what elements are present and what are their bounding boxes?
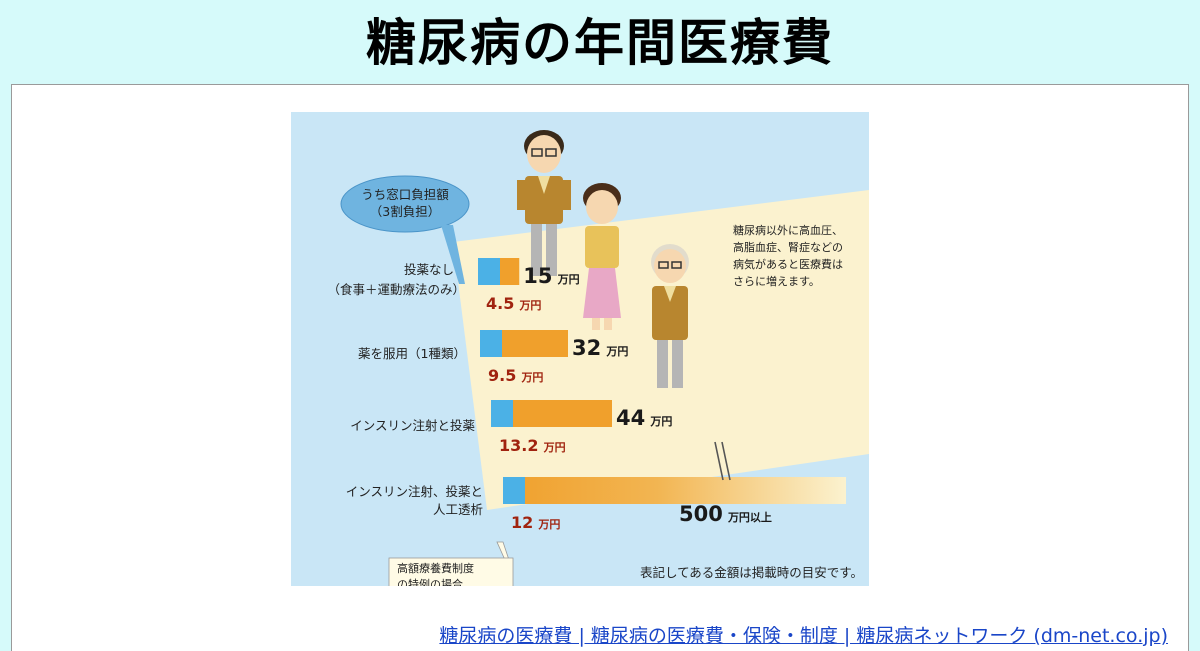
total-bar-4 (503, 477, 846, 504)
special-note-box: 高額療養費制度 の特例の場合 (388, 541, 514, 586)
copay-label-3: 13.2 万円 (499, 436, 566, 455)
side-note-line3: 病気があると医療費は (733, 257, 843, 271)
total-label-1: 15 万円 (523, 264, 579, 288)
legend-callout-line2: （3割負担） (370, 204, 440, 219)
medical-cost-chart: うち窓口負担額 （3割負担） 投薬なし （食事＋運動療法のみ） 薬を服用（1種類… (291, 112, 869, 586)
category-label-3: インスリン注射と投薬 (350, 418, 475, 433)
side-note-line4: さらに増えます。 (733, 275, 820, 288)
woman-figure-icon (583, 183, 621, 330)
copay-bar-2 (480, 330, 502, 357)
legend-callout: うち窓口負担額 （3割負担） (340, 175, 470, 284)
total-label-4: 500 万円以上 (679, 502, 772, 526)
side-note-line2: 高脂血症、腎症などの (733, 240, 843, 254)
total-label-3: 44 万円 (616, 406, 672, 430)
category-label-1-line2: （食事＋運動療法のみ） (327, 282, 465, 297)
copay-bar-3 (491, 400, 513, 427)
special-note-line2: の特例の場合 (397, 577, 463, 586)
category-label-1-line1: 投薬なし (404, 262, 454, 277)
axis-break-icon (714, 441, 731, 481)
elderly-man-figure-icon (651, 244, 689, 388)
category-label-4-line2: 人工透析 (433, 502, 483, 517)
page-title: 糖尿病の年間医療費 (366, 14, 834, 72)
copay-label-1: 4.5 万円 (486, 294, 541, 313)
copay-bar-4 (503, 477, 525, 504)
legend-callout-line1: うち窓口負担額 (361, 187, 449, 202)
category-label-4-line1: インスリン注射、投薬と (346, 484, 483, 499)
copay-bar-1 (478, 258, 500, 285)
copay-label-4: 12 万円 (511, 513, 560, 532)
side-note-line1: 糖尿病以外に高血圧、 (733, 223, 843, 237)
total-label-2: 32 万円 (572, 336, 628, 360)
source-link[interactable]: 糖尿病の医療費 | 糖尿病の医療費・保険・制度 | 糖尿病ネットワーク (dm-… (439, 625, 1168, 647)
copay-label-2: 9.5 万円 (488, 366, 543, 385)
category-label-2: 薬を服用（1種類） (358, 346, 466, 361)
man-figure-icon (517, 130, 571, 276)
special-note-line1: 高額療養費制度 (397, 561, 474, 575)
footer-note: 表記してある金額は掲載時の目安です。 (640, 565, 863, 580)
